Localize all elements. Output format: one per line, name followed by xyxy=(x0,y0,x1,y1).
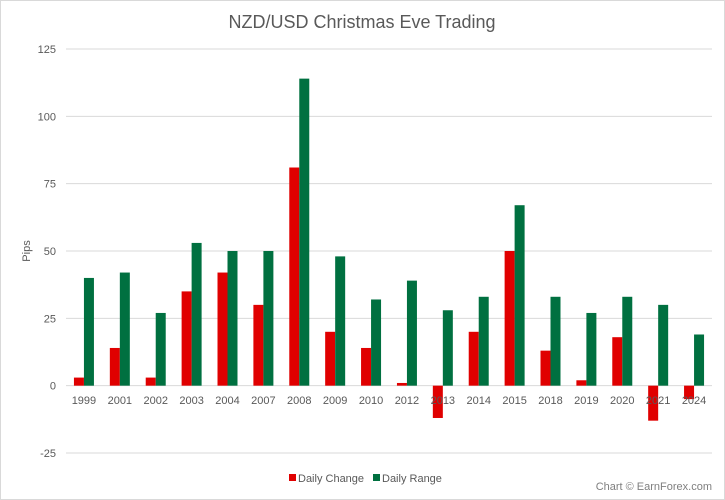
legend-swatch-daily-range xyxy=(373,474,380,481)
x-tick-label: 2003 xyxy=(179,395,203,407)
bar-daily-range-2012 xyxy=(406,280,417,386)
x-tick-label: 2010 xyxy=(359,395,383,407)
y-tick-labels: -25 0 25 50 75 100 125 xyxy=(38,44,56,460)
bar-daily-range-2021 xyxy=(658,304,669,386)
x-tick-label: 2008 xyxy=(287,395,311,407)
bar-daily-change-2014 xyxy=(468,331,479,386)
x-tick-label: 2001 xyxy=(108,395,132,407)
x-tick-label: 2019 xyxy=(574,395,598,407)
x-tick-label: 2009 xyxy=(323,395,347,407)
bar-daily-change-1999 xyxy=(73,377,84,386)
bar-daily-range-2024 xyxy=(694,334,705,386)
bar-daily-change-2021 xyxy=(648,385,659,421)
bar-daily-range-2010 xyxy=(371,299,382,386)
chart-credit: Chart © EarnForex.com xyxy=(596,481,712,493)
bar-daily-change-2024 xyxy=(684,385,695,400)
x-tick-label: 2002 xyxy=(143,395,167,407)
bar-daily-range-2003 xyxy=(191,242,202,386)
bar-daily-range-2018 xyxy=(550,296,561,386)
bars xyxy=(73,78,705,421)
bar-daily-range-2019 xyxy=(586,312,597,386)
y-tick-label: 0 xyxy=(50,381,56,393)
bar-daily-change-2010 xyxy=(361,347,372,386)
x-tick-label: 2004 xyxy=(215,395,239,407)
bar-daily-range-2007 xyxy=(263,251,274,386)
bar-daily-change-2007 xyxy=(253,304,264,386)
bar-daily-change-2013 xyxy=(432,385,443,418)
y-tick-label: 100 xyxy=(38,111,56,123)
x-tick-label: 2015 xyxy=(502,395,526,407)
y-tick-label: 75 xyxy=(44,179,56,191)
bar-daily-change-2012 xyxy=(396,382,407,386)
bar-daily-change-2003 xyxy=(181,291,192,386)
bar-daily-range-2020 xyxy=(622,296,633,386)
y-tick-label: 25 xyxy=(44,313,56,325)
bar-daily-range-2004 xyxy=(227,251,238,386)
bar-daily-range-2014 xyxy=(478,296,489,386)
chart-title: NZD/USD Christmas Eve Trading xyxy=(228,12,495,32)
x-tick-label: 2014 xyxy=(466,395,490,407)
bar-daily-range-2008 xyxy=(299,78,310,386)
legend: Daily Change Daily Range xyxy=(289,473,442,485)
x-tick-label: 2020 xyxy=(610,395,634,407)
y-axis-label: Pips xyxy=(21,240,33,262)
bar-daily-range-2015 xyxy=(514,205,525,386)
x-tick-label: 2013 xyxy=(431,395,455,407)
bar-daily-change-2020 xyxy=(612,337,623,386)
y-tick-label: -25 xyxy=(40,448,56,460)
x-tick-label: 2007 xyxy=(251,395,275,407)
y-tick-label: 50 xyxy=(44,246,56,258)
x-tick-label: 1999 xyxy=(72,395,96,407)
bar-daily-range-1999 xyxy=(83,277,94,386)
x-tick-label: 2024 xyxy=(682,395,706,407)
x-tick-label: 2021 xyxy=(646,395,670,407)
legend-label-daily-range: Daily Range xyxy=(382,473,442,485)
bar-daily-change-2004 xyxy=(217,272,228,386)
x-tick-labels: 1999 2001 2002 2003 2004 2007 2008 2009 2010 2012… xyxy=(72,395,707,407)
x-tick-label: 2018 xyxy=(538,395,562,407)
gridlines xyxy=(66,48,712,454)
bar-daily-change-2015 xyxy=(504,251,515,386)
bar-daily-range-2009 xyxy=(335,256,346,386)
bar-daily-range-2001 xyxy=(119,272,130,386)
bar-daily-range-2002 xyxy=(155,312,166,386)
bar-daily-change-2001 xyxy=(109,347,120,386)
legend-label-daily-change: Daily Change xyxy=(298,473,364,485)
bar-daily-change-2018 xyxy=(540,350,551,386)
legend-swatch-daily-change xyxy=(289,474,296,481)
bar-daily-change-2008 xyxy=(289,167,300,386)
bar-daily-change-2002 xyxy=(145,377,156,386)
y-tick-label: 125 xyxy=(38,44,56,56)
bar-daily-change-2019 xyxy=(576,380,587,386)
bar-daily-range-2013 xyxy=(442,310,453,386)
x-tick-label: 2012 xyxy=(395,395,419,407)
bar-daily-change-2009 xyxy=(325,331,336,386)
